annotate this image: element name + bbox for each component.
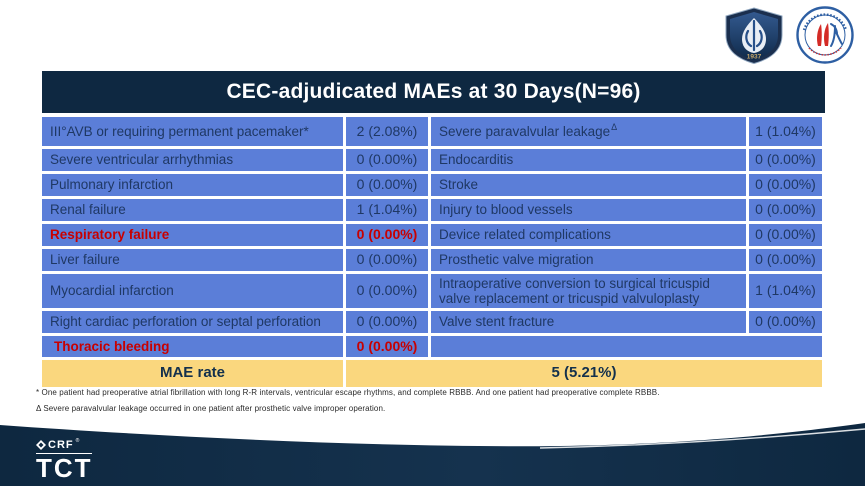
event-label-cell: Endocarditis xyxy=(431,149,746,171)
event-label-cell: Stroke xyxy=(431,174,746,196)
table-title-text: CEC-adjudicated MAEs at 30 Days(N=96) xyxy=(226,80,641,103)
footnotes: * One patient had preoperative atrial fi… xyxy=(36,388,816,420)
shield-year-label: 1937 xyxy=(747,53,762,60)
event-value-cell: 1 (1.04%) xyxy=(749,117,822,146)
event-value-cell: 0 (0.00%) xyxy=(346,174,428,196)
event-label-cell: Liver failure xyxy=(42,249,343,271)
footer-band xyxy=(0,423,865,486)
event-value-cell: 0 (0.00%) xyxy=(346,274,428,308)
event-value-cell: 0 (0.00%) xyxy=(749,249,822,271)
event-label-cell: Injury to blood vessels xyxy=(431,199,746,221)
event-label-cell: Myocardial infarction xyxy=(42,274,343,308)
event-value-cell: 0 (0.00%) xyxy=(346,149,428,171)
event-label-cell: Renal failure xyxy=(42,199,343,221)
event-value-cell: 0 (0.00%) xyxy=(749,199,822,221)
logo-group: 1937 xyxy=(723,6,855,64)
mae-rate-value-cell: 5 (5.21%) xyxy=(346,360,822,387)
event-value-cell: 0 (0.00%) xyxy=(346,249,428,271)
red-figure-icon-2 xyxy=(824,23,829,46)
event-value-cell: 0 (0.00%) xyxy=(749,311,822,333)
event-label-cell-highlighted: Respiratory failure xyxy=(42,224,343,246)
event-value-cell: 0 (0.00%) xyxy=(749,224,822,246)
tct-logo-text: TCT xyxy=(36,453,93,483)
footnote-delta: Δ Severe paravalvular leakage occurred i… xyxy=(36,404,386,413)
research-center-logo xyxy=(796,6,854,64)
event-label-cell: Prosthetic valve migration xyxy=(431,249,746,271)
ring-text-marks-bottom xyxy=(808,47,842,56)
event-value-cell: 0 (0.00%) xyxy=(346,311,428,333)
registered-mark: ® xyxy=(75,438,80,444)
event-value-cell: 1 (1.04%) xyxy=(346,199,428,221)
event-value-cell-highlighted: 0 (0.00%) xyxy=(346,336,428,357)
event-label-cell: III°AVB or requiring permanent pacemaker… xyxy=(42,117,343,146)
event-value-cell: 0 (0.00%) xyxy=(749,174,822,196)
event-label-cell-highlighted: Thoracic bleeding xyxy=(42,336,343,357)
blue-figure-icon xyxy=(830,23,843,47)
tct-brand-block: CRF ® TCT xyxy=(36,438,93,483)
footnote-asterisk: * One patient had preoperative atrial fi… xyxy=(36,388,660,397)
ring-text-marks xyxy=(802,13,848,31)
swoosh-accent-line xyxy=(539,428,865,449)
empty-merged-cell xyxy=(431,336,822,357)
event-value-cell-highlighted: 0 (0.00%) xyxy=(346,224,428,246)
event-value-cell: 1 (1.04%) xyxy=(749,274,822,308)
event-value-cell: 0 (0.00%) xyxy=(749,149,822,171)
event-value-cell: 2 (2.08%) xyxy=(346,117,428,146)
event-label-cell: Device related complications xyxy=(431,224,746,246)
event-label-cell: Severe ventricular arrhythmias xyxy=(42,149,343,171)
mae-table: III°AVB or requiring permanent pacemaker… xyxy=(42,117,825,387)
mae-rate-label-cell: MAE rate xyxy=(42,360,343,387)
table-title: CEC-adjudicated MAEs at 30 Days(N=96) xyxy=(42,71,825,113)
crf-label: CRF xyxy=(48,439,74,451)
event-label-cell: Pulmonary infarction xyxy=(42,174,343,196)
crf-diamond-icon xyxy=(36,440,46,450)
event-label-cell: Right cardiac perforation or septal perf… xyxy=(42,311,343,333)
event-label-cell: Intraoperative conversion to surgical tr… xyxy=(431,274,746,308)
red-figure-icon xyxy=(817,24,822,46)
event-label-cell: Severe paravalvular leakageΔ xyxy=(431,117,746,146)
delta-footnote-mark: Δ xyxy=(611,122,618,133)
brand-divider xyxy=(36,453,92,454)
event-label-cell: Valve stent fracture xyxy=(431,311,746,333)
hospital-shield-logo: 1937 xyxy=(725,6,783,64)
